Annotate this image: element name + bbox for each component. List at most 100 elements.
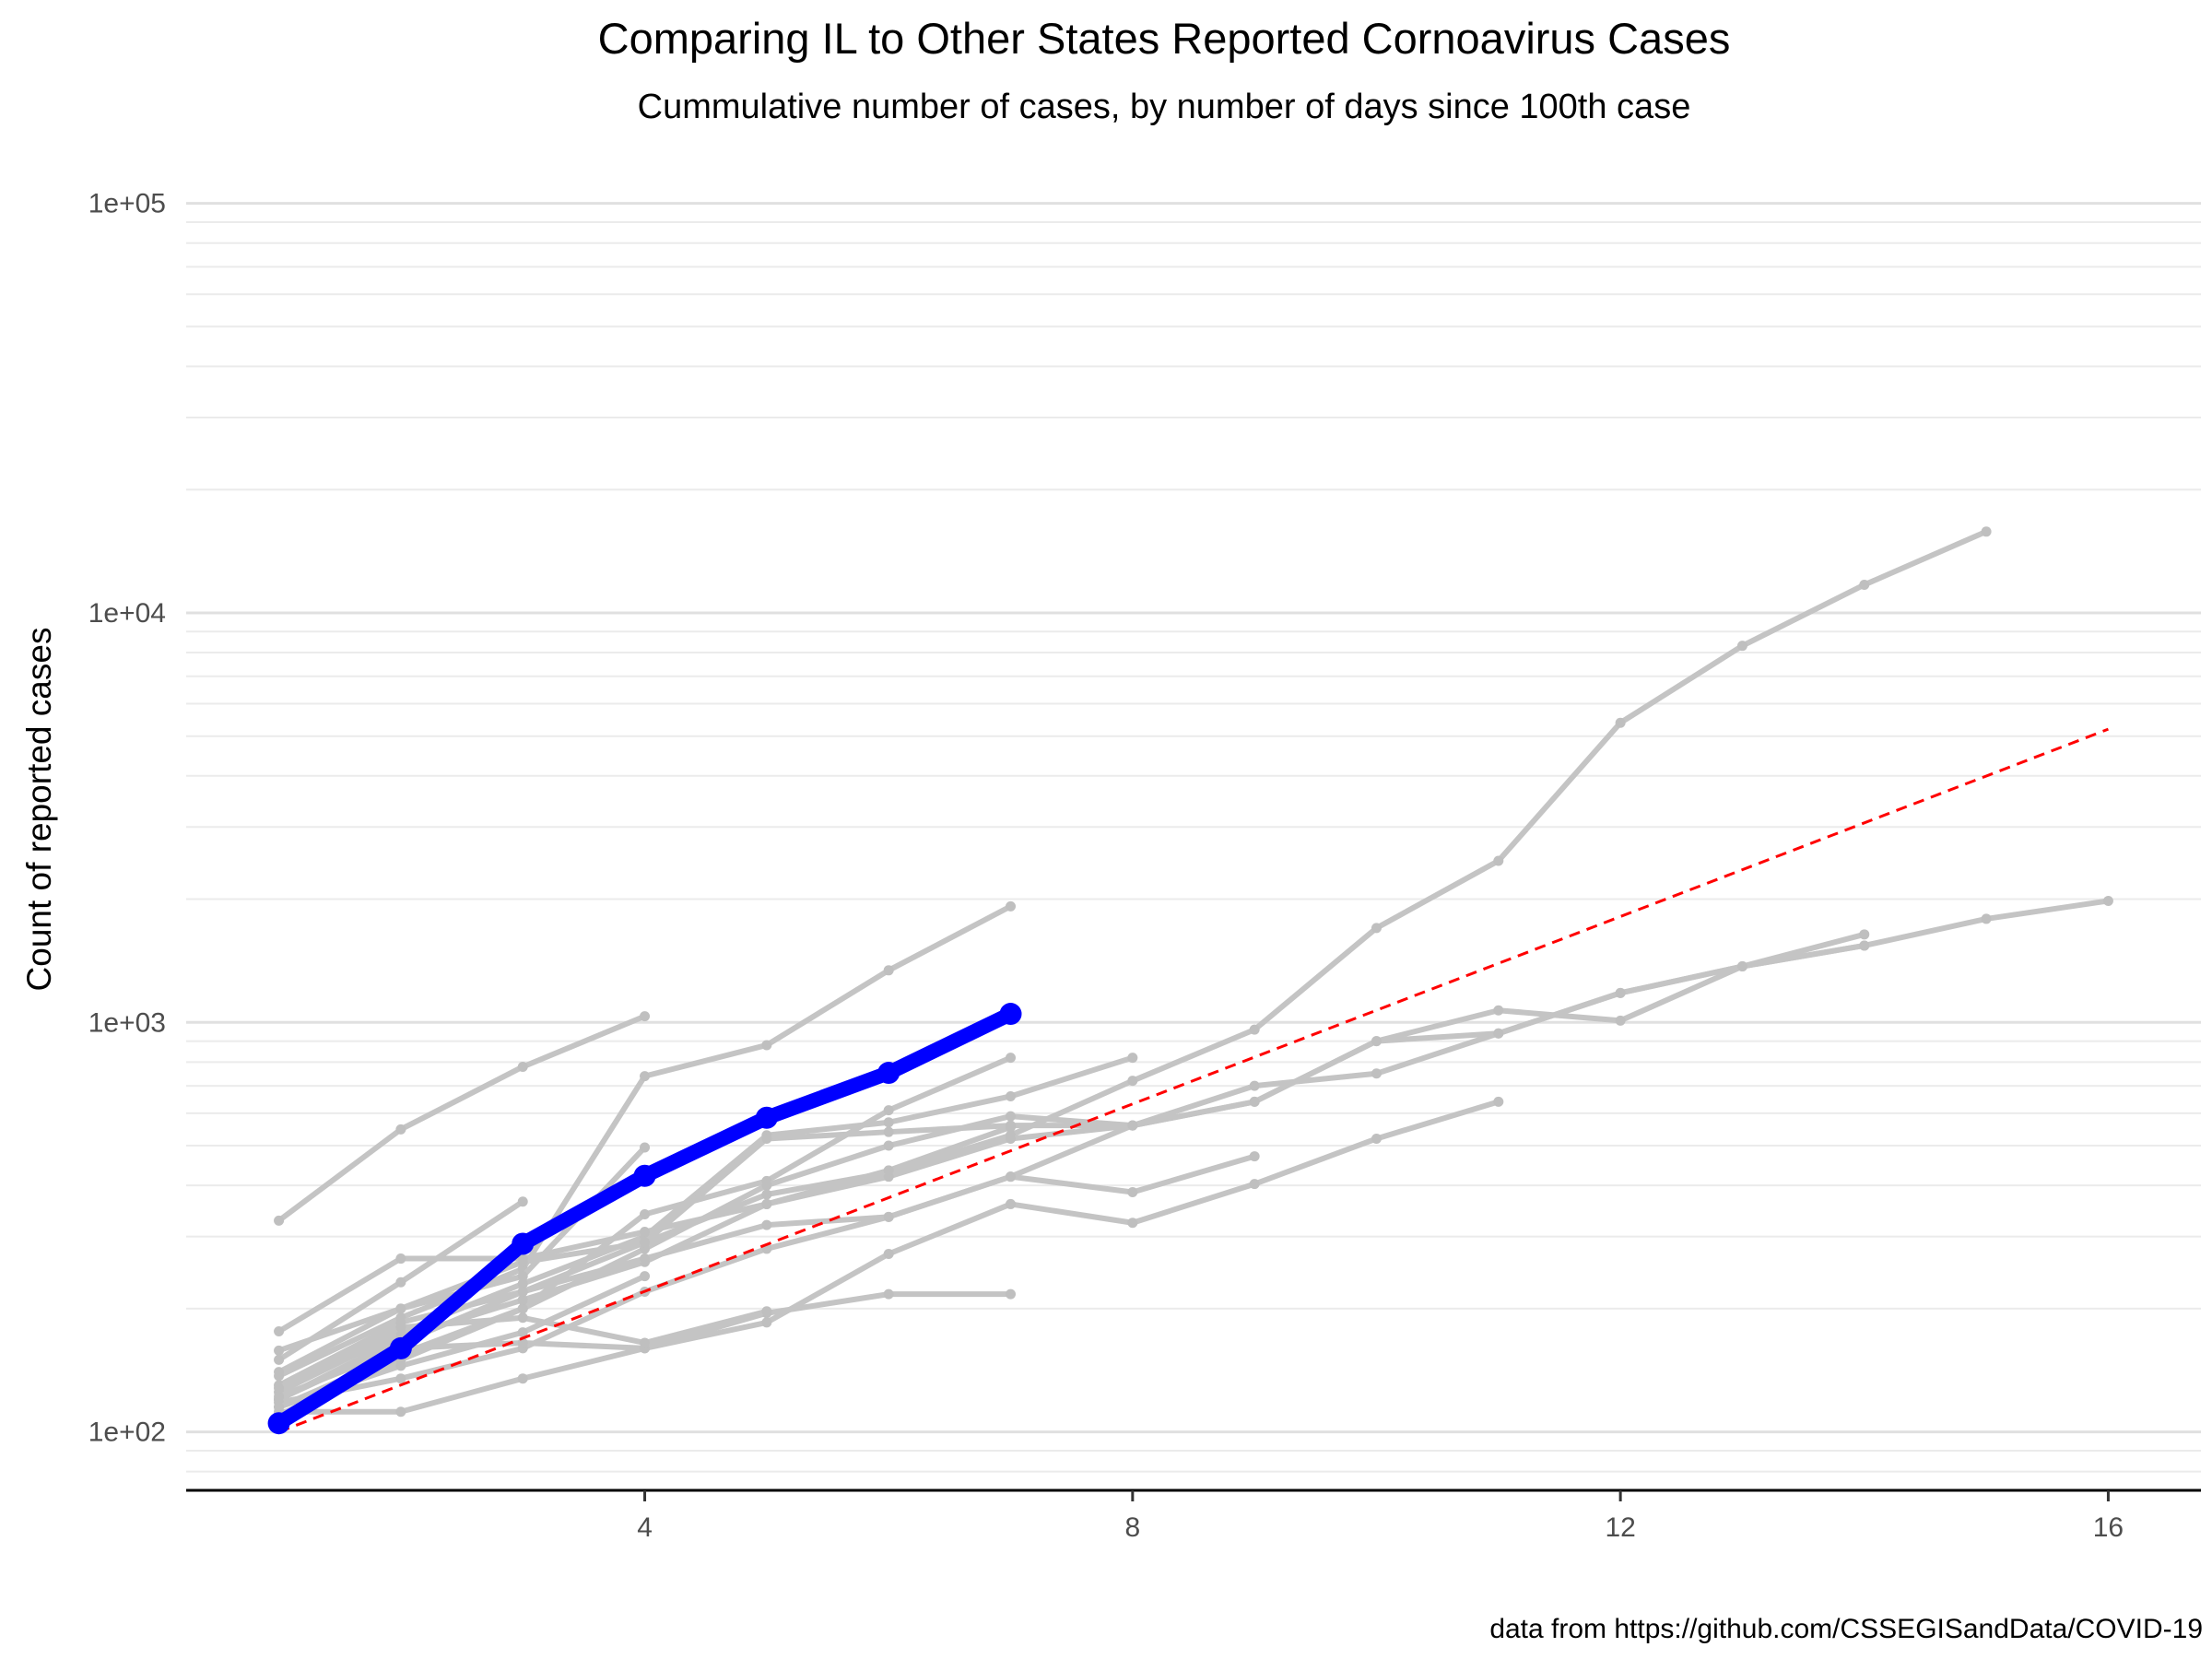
series-point xyxy=(2102,895,2113,906)
y-tick-label: 1e+04 xyxy=(88,598,166,629)
x-tick-label: 4 xyxy=(637,1512,653,1543)
series-point xyxy=(517,1278,528,1289)
series-point xyxy=(395,1277,406,1288)
series-point xyxy=(1615,1015,1626,1026)
series-point xyxy=(883,1105,894,1116)
highlight-point xyxy=(755,1106,778,1129)
series-point xyxy=(1371,1133,1382,1144)
series-point xyxy=(517,1196,528,1207)
series-point xyxy=(517,1271,528,1282)
series-point xyxy=(1127,1186,1138,1197)
series-point xyxy=(1249,1179,1260,1190)
chart-title: Comparing IL to Other States Reported Co… xyxy=(598,14,1731,63)
series-point xyxy=(1006,1111,1017,1122)
series-point xyxy=(1249,1080,1260,1091)
series-point xyxy=(274,1402,285,1413)
series-point xyxy=(1736,961,1747,972)
series-point xyxy=(761,1189,772,1200)
series-point xyxy=(1006,1090,1017,1101)
series-point xyxy=(517,1286,528,1297)
series-point xyxy=(640,1208,651,1219)
series-point xyxy=(761,1198,772,1209)
reference-line xyxy=(278,727,2109,1434)
highlight-point xyxy=(999,1003,1022,1026)
series-point xyxy=(640,1227,651,1238)
series-point xyxy=(274,1354,285,1365)
highlight-point xyxy=(389,1336,412,1359)
series-point xyxy=(1006,900,1017,912)
series-point xyxy=(761,1180,772,1191)
series-point xyxy=(883,965,894,976)
series-point xyxy=(883,1117,894,1128)
y-tick-label: 1e+02 xyxy=(88,1418,166,1448)
reference-dashed-line xyxy=(278,727,2109,1434)
series-point xyxy=(1127,1120,1138,1131)
series-point xyxy=(1006,1171,1017,1182)
series-point xyxy=(395,1303,406,1314)
series-point xyxy=(1127,1053,1138,1064)
series-point xyxy=(395,1253,406,1265)
highlight-series-il xyxy=(267,1003,1022,1435)
series-point xyxy=(274,1391,285,1402)
series-point xyxy=(883,1165,894,1176)
series-point xyxy=(883,1249,894,1260)
series-point xyxy=(274,1382,285,1394)
series-point xyxy=(1859,929,1870,940)
caption: data from https://github.com/CSSEGISandD… xyxy=(1489,1614,2203,1644)
series-point xyxy=(274,1326,285,1337)
x-tick-label: 16 xyxy=(2093,1512,2124,1543)
series-point xyxy=(1371,1036,1382,1047)
highlight-point xyxy=(877,1062,900,1085)
series-point xyxy=(274,1345,285,1356)
series-line xyxy=(276,931,1867,1410)
series-point xyxy=(1371,923,1382,934)
series-point xyxy=(1981,526,1992,537)
series-point xyxy=(640,1253,651,1265)
minor-gridlines xyxy=(186,220,2201,1473)
highlight-point xyxy=(512,1232,535,1255)
highlight-point xyxy=(633,1164,656,1187)
y-tick-label: 1e+05 xyxy=(88,189,166,219)
series-point xyxy=(1493,1005,1504,1016)
series-point xyxy=(1249,1151,1260,1162)
series-point xyxy=(761,1306,772,1317)
series-point xyxy=(761,1219,772,1230)
series-point xyxy=(1006,1053,1017,1064)
series-point xyxy=(761,1317,772,1328)
series-point xyxy=(1859,940,1870,951)
series-point xyxy=(1249,1024,1260,1035)
series-point xyxy=(1493,855,1504,866)
series-point xyxy=(395,1360,406,1371)
series-point xyxy=(640,1237,651,1248)
gray-series-lines xyxy=(274,526,2113,1420)
series-point xyxy=(1615,717,1626,728)
chart-subtitle: Cummulative number of cases, by number o… xyxy=(638,88,1691,126)
series-point xyxy=(517,1061,528,1072)
series-point xyxy=(517,1373,528,1384)
series-point xyxy=(274,1367,285,1378)
series-point xyxy=(395,1373,406,1384)
y-tick-label: 1e+03 xyxy=(88,1007,166,1038)
series-point xyxy=(761,1040,772,1051)
series-point xyxy=(517,1312,528,1324)
series-point xyxy=(274,1215,285,1226)
major-gridlines: 1e+02 1e+03 1e+04 1e+05 xyxy=(88,189,2201,1448)
series-point xyxy=(883,1288,894,1300)
series-point xyxy=(761,1133,772,1144)
series-point xyxy=(1736,641,1747,652)
series-point xyxy=(883,1211,894,1222)
series-point xyxy=(517,1327,528,1338)
series-point xyxy=(517,1303,528,1314)
series-point xyxy=(640,1071,651,1082)
y-axis-title: Count of reported cases xyxy=(20,628,58,992)
highlight-point xyxy=(267,1412,290,1435)
series-point xyxy=(1127,1218,1138,1229)
series-point xyxy=(640,1271,651,1282)
series-point xyxy=(1981,913,1992,924)
series-point xyxy=(1493,1096,1504,1107)
series-point xyxy=(517,1253,528,1265)
series-point xyxy=(395,1322,406,1333)
series-point xyxy=(1006,1122,1017,1133)
series-point xyxy=(640,1142,651,1153)
